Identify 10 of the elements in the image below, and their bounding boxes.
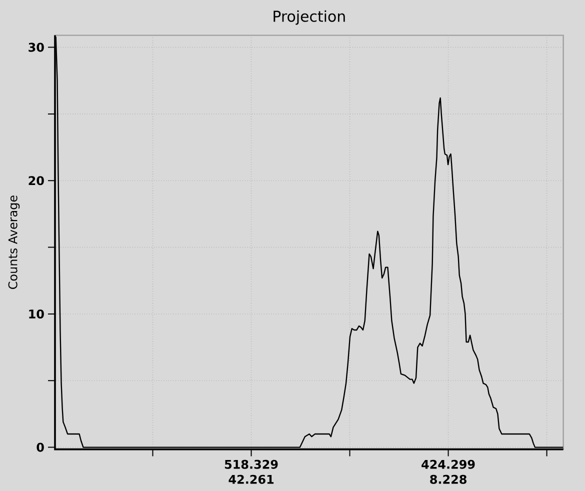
x-tick-label: 518.329 <box>224 460 278 469</box>
x-tick-label: 424.299 <box>422 460 475 469</box>
y-tick-label: 30 <box>28 42 44 52</box>
chart-title: Projection <box>274 10 345 25</box>
y-axis-title: Counts Average <box>8 196 20 289</box>
y-tick-label: 20 <box>28 176 44 186</box>
x2-tick-label: 8.228 <box>430 474 466 484</box>
y-tick-label: 10 <box>29 309 44 318</box>
x2-tick-label: 42.261 <box>228 474 274 484</box>
y-tick-label: 0 <box>36 442 44 452</box>
